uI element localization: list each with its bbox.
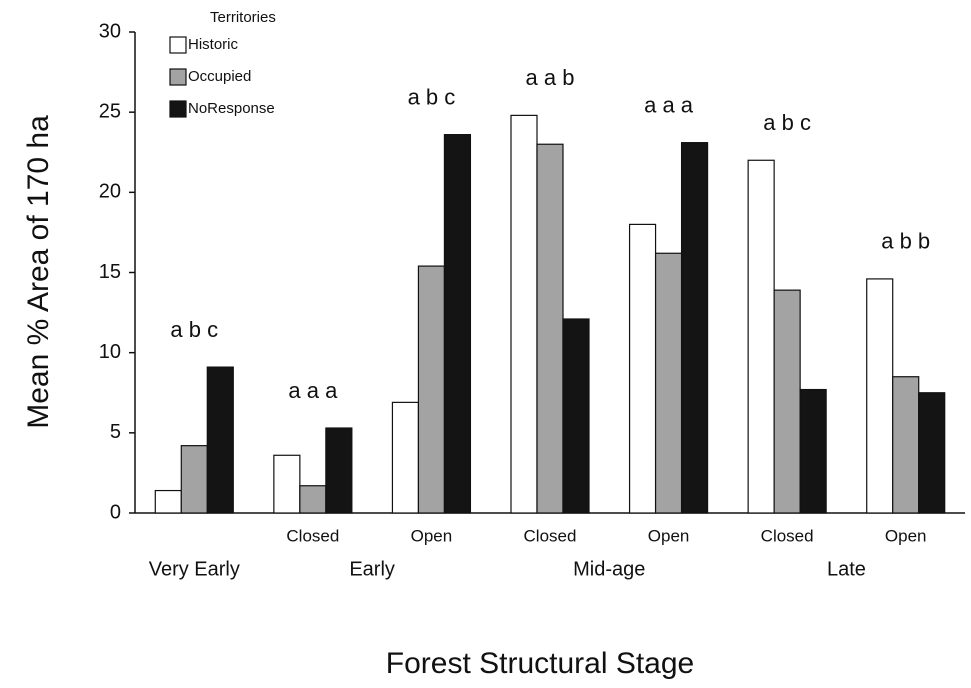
bar xyxy=(866,278,894,514)
x-tick-label: Closed xyxy=(286,526,339,545)
bar xyxy=(680,142,709,514)
bar xyxy=(391,401,420,514)
y-tick-label: 5 xyxy=(110,421,121,443)
bar xyxy=(510,114,538,514)
annotation: a a a xyxy=(644,92,694,117)
bar xyxy=(154,489,182,514)
group-label: Very Early xyxy=(149,558,240,580)
x-axis-label: Forest Structural Stage xyxy=(386,647,694,680)
bar xyxy=(536,143,564,514)
y-tick-label: 20 xyxy=(99,181,121,203)
bar xyxy=(562,318,590,514)
bar xyxy=(206,366,234,514)
x-tick-label: Closed xyxy=(761,526,814,545)
x-tick-label: Closed xyxy=(524,526,577,545)
bar xyxy=(180,445,208,514)
group-label: Early xyxy=(349,558,395,580)
bar xyxy=(443,134,472,514)
annotation: a b b xyxy=(881,229,930,254)
y-axis-label: Mean % Area of 170 ha xyxy=(22,115,55,429)
bar xyxy=(892,376,920,514)
legend-label: NoResponse xyxy=(188,100,275,117)
bar xyxy=(773,289,801,514)
y-tick-label: 30 xyxy=(99,20,121,42)
legend-title: Territories xyxy=(210,9,276,26)
annotation: a b c xyxy=(408,84,456,109)
bar xyxy=(918,392,946,514)
legend-swatch xyxy=(169,36,187,54)
bar xyxy=(273,454,301,514)
legend-swatch xyxy=(169,100,187,118)
bar xyxy=(654,252,683,514)
annotation: a a a xyxy=(288,378,338,403)
bar xyxy=(799,388,827,514)
legend-label: Historic xyxy=(188,36,239,53)
legend-swatch xyxy=(169,68,187,86)
y-tick-label: 0 xyxy=(110,501,121,523)
bar xyxy=(417,265,446,514)
annotation: a b c xyxy=(763,110,811,135)
group-label: Mid-age xyxy=(573,558,645,580)
legend-label: Occupied xyxy=(188,68,251,85)
group-label: Late xyxy=(827,558,866,580)
annotation: a b c xyxy=(170,317,218,342)
annotation: a a b xyxy=(526,65,575,90)
bar xyxy=(325,427,353,514)
y-tick-label: 25 xyxy=(99,100,121,122)
bar xyxy=(628,223,657,514)
y-tick-label: 10 xyxy=(99,341,121,363)
y-tick-label: 15 xyxy=(99,261,121,283)
x-tick-label: Open xyxy=(411,526,453,545)
bar xyxy=(299,485,327,514)
x-tick-label: Open xyxy=(648,526,690,545)
x-tick-label: Open xyxy=(885,526,927,545)
bar xyxy=(747,159,775,514)
